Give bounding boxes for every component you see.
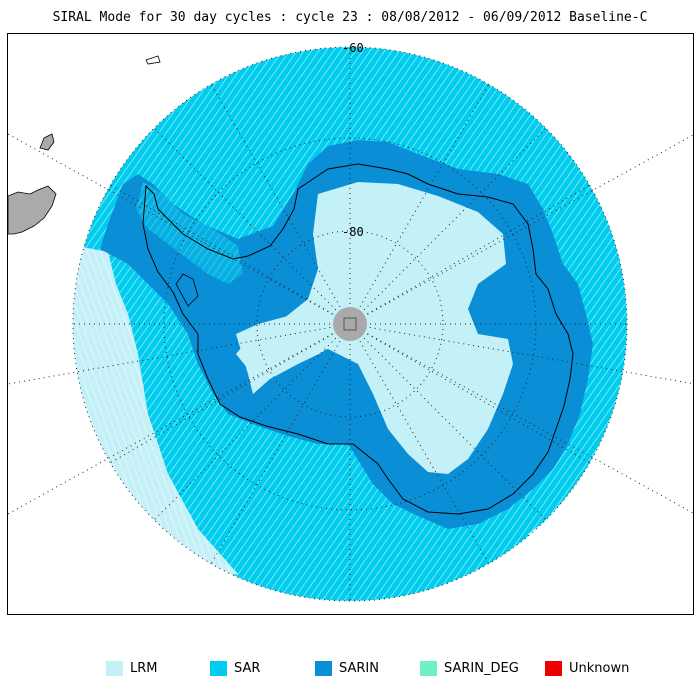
pole-hole xyxy=(333,307,367,341)
legend-swatch-lrm xyxy=(106,661,123,676)
lat-label-60: -60 xyxy=(342,41,364,55)
legend-label-sarin: SARIN xyxy=(339,661,379,676)
pole-marker xyxy=(343,317,357,331)
legend-swatch-unknown xyxy=(545,661,562,676)
south-america-landmass xyxy=(8,185,57,235)
legend-swatch-sarin-deg xyxy=(420,661,437,676)
polar-map[interactable]: -60 -80 xyxy=(8,34,694,615)
legend-label-unknown: Unknown xyxy=(569,661,630,676)
map-frame[interactable]: -60 -80 xyxy=(7,33,694,615)
legend-label-sarin-deg: SARIN_DEG xyxy=(444,661,519,676)
legend-label-lrm: LRM xyxy=(130,661,158,676)
legend-label-sar: SAR xyxy=(234,661,261,676)
graticule xyxy=(8,46,693,602)
ice-shelf-line xyxy=(175,273,199,307)
falkland-islands xyxy=(39,133,55,151)
legend: LRM SAR SARIN SARIN_DEG Unknown xyxy=(0,660,700,680)
legend-swatch-sarin xyxy=(315,661,332,676)
legend-swatch-sar xyxy=(210,661,227,676)
sar-peninsula-patch xyxy=(136,182,243,284)
lat-label-80: -80 xyxy=(342,225,364,239)
lrm-east-antarctica xyxy=(236,182,513,474)
south-georgia xyxy=(145,55,161,65)
map-title: SIRAL Mode for 30 day cycles : cycle 23 … xyxy=(52,10,648,25)
antarctic-coastline xyxy=(142,163,574,515)
lrm-west-plateau xyxy=(236,314,333,394)
